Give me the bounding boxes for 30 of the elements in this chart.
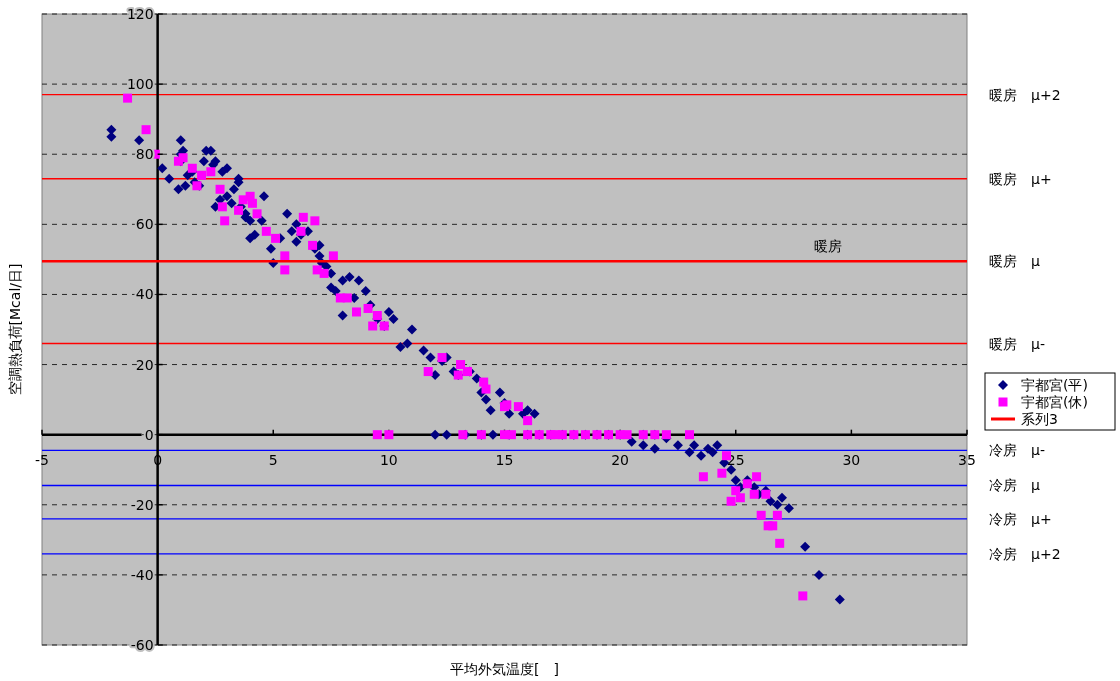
y-tick-label: -60 bbox=[130, 637, 154, 653]
ref-line-label: 冷房 μ- bbox=[989, 442, 1045, 459]
annotation: 暖房 bbox=[814, 238, 843, 255]
ref-line-label: 暖房 μ- bbox=[989, 335, 1045, 352]
y-tick-label: 0 bbox=[144, 426, 154, 443]
y-tick-label: 60 bbox=[135, 216, 154, 233]
y-tick-label: -40 bbox=[130, 566, 154, 583]
ref-line-label: 冷房 μ bbox=[989, 477, 1040, 494]
ref-line-label: 暖房 μ+ bbox=[989, 170, 1052, 187]
legend-label: 宇都宮(平) bbox=[1021, 377, 1088, 393]
ref-line-label: 暖房 μ+2 bbox=[989, 86, 1061, 103]
x-axis-title: 平均外気温度[ ] bbox=[450, 661, 559, 677]
legend-label: 宇都宮(休) bbox=[1021, 394, 1088, 410]
y-tick-label: 100 bbox=[126, 76, 154, 93]
y-tick-label: 20 bbox=[135, 356, 154, 373]
x-tick-label: 20 bbox=[611, 451, 630, 468]
x-tick-label: -5 bbox=[35, 451, 49, 468]
x-tick-label: 10 bbox=[379, 451, 398, 468]
ref-line-label: 冷房 μ+2 bbox=[989, 545, 1061, 562]
x-tick-label: 35 bbox=[958, 451, 976, 468]
x-tick-label: 15 bbox=[495, 451, 514, 468]
annotation: 暖房 μ bbox=[989, 253, 1040, 270]
legend-label: 系列3 bbox=[1021, 411, 1058, 427]
y-tick-label: 120 bbox=[126, 6, 154, 22]
y-tick-label: -20 bbox=[130, 496, 154, 513]
y-axis-title: 空調熱負荷[Mcal/日] bbox=[7, 263, 23, 396]
ref-line-label: 冷房 μ+ bbox=[989, 510, 1052, 527]
x-tick-label: 30 bbox=[842, 451, 861, 468]
y-tick-label: 40 bbox=[135, 286, 154, 303]
x-tick-label: 5 bbox=[268, 451, 278, 468]
